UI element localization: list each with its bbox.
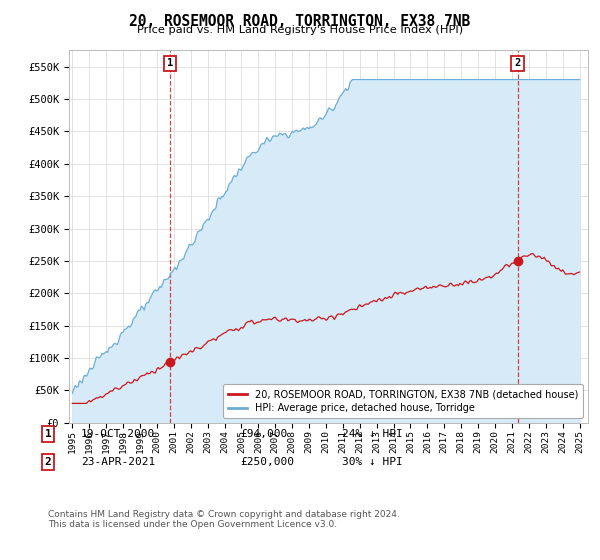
Text: 1: 1: [44, 429, 52, 439]
Text: 20, ROSEMOOR ROAD, TORRINGTON, EX38 7NB: 20, ROSEMOOR ROAD, TORRINGTON, EX38 7NB: [130, 14, 470, 29]
Text: 2: 2: [44, 457, 52, 467]
Text: Contains HM Land Registry data © Crown copyright and database right 2024.
This d: Contains HM Land Registry data © Crown c…: [48, 510, 400, 529]
Text: Price paid vs. HM Land Registry's House Price Index (HPI): Price paid vs. HM Land Registry's House …: [137, 25, 463, 35]
Text: £94,000: £94,000: [240, 429, 287, 439]
Text: 19-OCT-2000: 19-OCT-2000: [81, 429, 155, 439]
Text: £250,000: £250,000: [240, 457, 294, 467]
Text: 24% ↓ HPI: 24% ↓ HPI: [342, 429, 403, 439]
Text: 30% ↓ HPI: 30% ↓ HPI: [342, 457, 403, 467]
Text: 1: 1: [167, 58, 173, 68]
Text: 23-APR-2021: 23-APR-2021: [81, 457, 155, 467]
Legend: 20, ROSEMOOR ROAD, TORRINGTON, EX38 7NB (detached house), HPI: Average price, de: 20, ROSEMOOR ROAD, TORRINGTON, EX38 7NB …: [223, 384, 583, 418]
Text: 2: 2: [514, 58, 521, 68]
